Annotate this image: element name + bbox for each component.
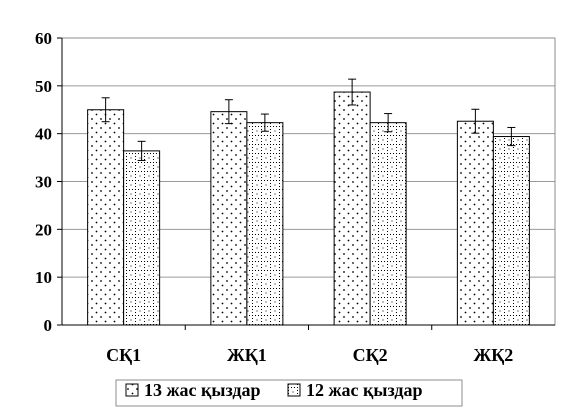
y-tick-label: 60 (35, 29, 52, 48)
bar (456, 120, 494, 326)
y-tick-label: 30 (35, 173, 52, 192)
y-tick-label: 0 (44, 316, 53, 335)
legend-label: 13 жас қыздар (144, 380, 261, 400)
x-tick-label: ЖҚ2 (473, 345, 513, 365)
bar (123, 150, 161, 326)
legend: 13 жас қыздар 12 жас қыздар (115, 379, 463, 407)
x-tick-label: СҚ2 (353, 345, 388, 365)
legend-label: 12 жас қыздар (306, 380, 423, 400)
axes (57, 37, 556, 330)
bar (87, 109, 125, 326)
bar (333, 91, 371, 326)
bar (246, 122, 284, 326)
y-tick-label: 10 (35, 268, 52, 287)
bar (369, 122, 407, 326)
legend-swatch (287, 383, 301, 397)
x-tick-label: СҚ1 (106, 345, 141, 365)
x-tick-label: ЖҚ1 (227, 345, 267, 365)
y-tick-label: 50 (35, 77, 52, 96)
bars (87, 78, 530, 326)
bar (492, 136, 530, 326)
y-tick-label: 20 (35, 220, 52, 239)
y-tick-label: 40 (35, 125, 52, 144)
bar (210, 111, 248, 326)
legend-swatch (125, 383, 139, 397)
tick-labels: 0 10 20 30 40 50 60 СҚ1 ЖҚ1 СҚ2 ЖҚ2 (35, 29, 513, 365)
